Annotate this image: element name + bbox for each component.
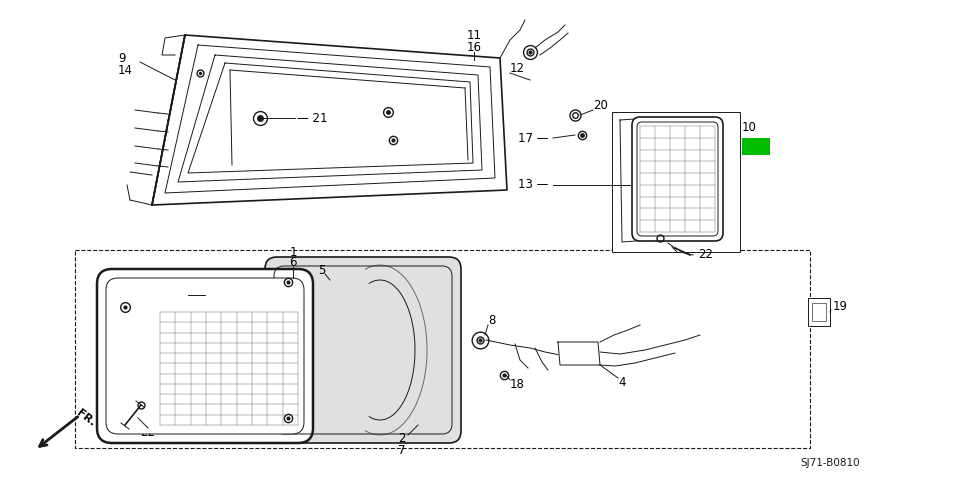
Text: 18: 18: [510, 379, 525, 391]
Text: 12: 12: [510, 62, 525, 75]
Bar: [812, 303, 826, 321]
Text: — 21: — 21: [297, 111, 328, 124]
FancyBboxPatch shape: [97, 269, 313, 443]
Text: 14: 14: [118, 64, 133, 76]
Text: 16: 16: [466, 41, 481, 54]
Text: 10: 10: [742, 120, 757, 133]
Text: 22: 22: [141, 426, 155, 439]
Text: 2: 2: [398, 432, 406, 445]
Polygon shape: [558, 342, 600, 365]
Text: 3: 3: [175, 289, 182, 302]
Bar: [808, 298, 830, 326]
Text: 20: 20: [593, 98, 608, 111]
Text: 4: 4: [618, 376, 625, 389]
Text: 13 —: 13 —: [518, 178, 548, 192]
FancyBboxPatch shape: [632, 117, 723, 241]
Text: 17 —: 17 —: [518, 131, 548, 144]
Text: 15: 15: [745, 141, 761, 153]
Bar: [612, 112, 740, 252]
Text: 5: 5: [318, 263, 325, 276]
Text: FR.: FR.: [75, 408, 97, 429]
Text: 22: 22: [698, 249, 713, 261]
Bar: [75, 250, 810, 448]
Text: 7: 7: [398, 444, 406, 456]
Text: 11: 11: [466, 29, 481, 42]
Text: 8: 8: [488, 314, 496, 326]
FancyBboxPatch shape: [265, 257, 461, 443]
FancyBboxPatch shape: [106, 278, 304, 434]
Text: 6: 6: [290, 257, 296, 270]
Text: 9: 9: [118, 52, 126, 65]
Text: SJ71-B0810: SJ71-B0810: [800, 458, 859, 468]
Bar: [742, 138, 770, 155]
Text: 1: 1: [290, 246, 296, 259]
Text: 19: 19: [833, 301, 848, 314]
